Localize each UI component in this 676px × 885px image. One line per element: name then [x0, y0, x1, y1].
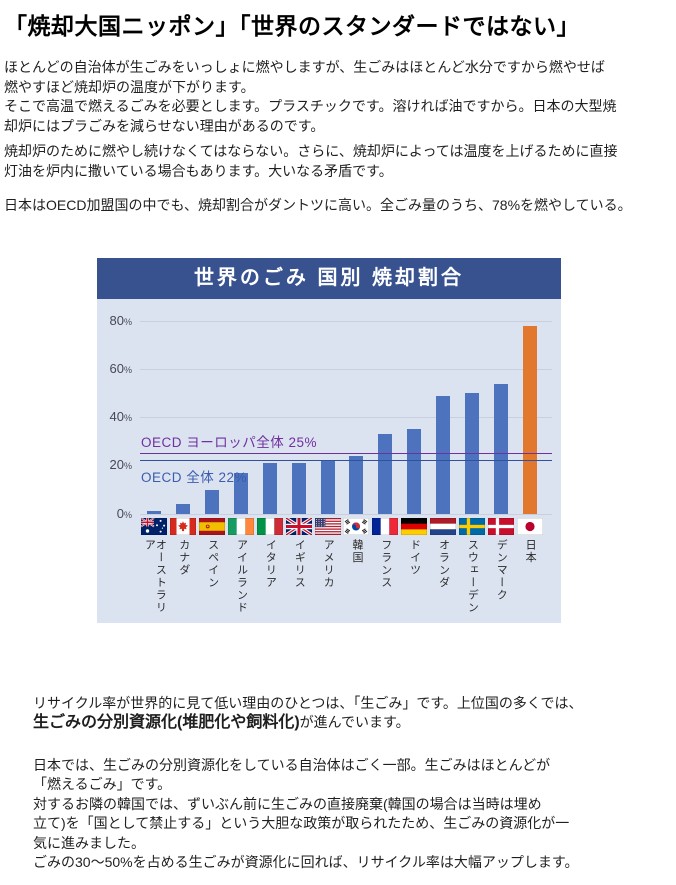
- paragraph-contradiction: 焼却炉のために燃やし続けなくてはならない。さらに、焼却炉によっては温度を上げるた…: [4, 143, 618, 179]
- compost-phrase-rest: が進んでいます。: [299, 714, 410, 730]
- country-label: デンマーク: [495, 538, 508, 602]
- flag-netherlands: [430, 517, 457, 535]
- flag-sweden: [458, 517, 485, 535]
- country-label: フランス: [379, 538, 392, 589]
- bold-compost-phrase: 生ごみの分別資源化(堆肥化や飼料化): [33, 714, 300, 731]
- bar-zone: [378, 299, 393, 514]
- country-column: アイルランド: [227, 299, 256, 621]
- recycle-reason-line: リサイクル率が世界的に見て低い理由のひとつは、「生ごみ」です。上位国の多くでは、: [33, 694, 583, 711]
- bar-columns: オーストラリア カナダ スペイン アイルランド イタリア イギリス アメリカ 韓国 フラン…: [140, 299, 544, 621]
- bar-オーストラリア: [147, 511, 162, 514]
- country-column: フランス: [371, 299, 400, 621]
- country-column: 日本: [515, 299, 544, 621]
- bar-オランダ: [436, 395, 451, 514]
- conclusion-text: リサイクル率が世界的に見て低い理由のひとつは、「生ごみ」です。上位国の多くでは、…: [33, 694, 663, 873]
- country-column: 韓国: [342, 299, 371, 621]
- bar-zone: [349, 299, 364, 514]
- bar-スウェーデン: [464, 393, 479, 514]
- article-page: 「焼却大国ニッポン」「世界のスタンダードではない」 ほとんどの自治体が生ごみをい…: [0, 8, 676, 885]
- y-tick-label: 40%: [109, 409, 132, 425]
- country-label: アイルランド: [235, 538, 248, 614]
- flag-germany: [401, 517, 428, 535]
- bar-zone: [522, 299, 537, 514]
- y-axis-labels: 0% 20% 40% 60% 80%: [97, 299, 135, 521]
- bar-zone: [234, 299, 248, 514]
- country-column: ドイツ: [400, 299, 429, 621]
- bar-zone: [320, 299, 335, 514]
- country-label: 韓国: [350, 538, 363, 564]
- country-column: イタリア: [255, 299, 284, 621]
- country-label: カナダ: [177, 538, 190, 577]
- bar-フランス: [378, 434, 393, 514]
- y-tick-label: 20%: [109, 457, 132, 473]
- country-label: スペイン: [206, 538, 219, 589]
- country-label: 日本: [524, 538, 537, 564]
- country-column: デンマーク: [486, 299, 515, 621]
- y-tick-label: 80%: [109, 312, 132, 328]
- chart-plot-area: 0% 20% 40% 60% 80% オーストラリア カナダ スペイン アイルランド イタリ…: [97, 298, 561, 623]
- country-column: カナダ: [169, 299, 198, 621]
- bar-ドイツ: [407, 429, 422, 514]
- bar-zone: [291, 299, 306, 514]
- paragraph-incineration: ほとんどの自治体が生ごみをいっしょに燃やしますが、生ごみはほとんど水分ですから燃…: [4, 59, 617, 134]
- y-tick-label: 60%: [109, 360, 132, 376]
- bar-zone: [407, 299, 422, 514]
- flag-australia: [140, 517, 168, 535]
- flag-denmark: [487, 517, 514, 535]
- bar-イギリス: [291, 463, 306, 514]
- bar-zone: [205, 299, 220, 514]
- gridline: [140, 368, 552, 370]
- country-column: アメリカ: [313, 299, 342, 621]
- flag-korea: [343, 517, 370, 535]
- country-label: オーストラリア: [143, 538, 167, 614]
- flag-spain: [199, 517, 226, 535]
- flag-ireland: [228, 517, 254, 535]
- country-label: スウェーデン: [466, 538, 479, 614]
- country-column: オーストラリア: [140, 299, 169, 621]
- gridlines: [140, 299, 552, 515]
- country-label: ドイツ: [408, 538, 421, 577]
- bar-zone: [464, 299, 479, 514]
- country-column: オランダ: [429, 299, 458, 621]
- paragraph-oecd-stat: 日本はOECD加盟国の中でも、焼却割合がダントツに高い。全ごみ量のうち、78%を…: [4, 197, 632, 213]
- flag-uk: [284, 516, 313, 537]
- paragraph-recycle-reason: リサイクル率が世界的に見て低い理由のひとつは、「生ごみ」です。上位国の多くでは、…: [33, 694, 663, 733]
- gridline: [140, 513, 552, 515]
- chart-title: 世界のごみ 国別 焼却割合: [97, 257, 561, 299]
- paragraph-recycle-up: ごみの30〜50%を占める生ごみが資源化に回れば、リサイクル率は大幅アップします…: [33, 854, 579, 870]
- flag-france: [372, 517, 399, 535]
- paragraph-korea-policy: 対するお隣の韓国では、ずいぶん前に生ごみの直接廃棄(韓国の場合は当時は埋め 立て…: [33, 795, 570, 851]
- country-column: スウェーデン: [457, 299, 486, 621]
- gridline: [140, 417, 552, 419]
- y-tick-label: 0%: [116, 505, 132, 521]
- bar-zone: [493, 299, 508, 514]
- incineration-rate-chart: 世界のごみ 国別 焼却割合 0% 20% 40% 60% 80% オーストラリア カナダ…: [97, 257, 561, 623]
- bar-イタリア: [262, 463, 277, 514]
- bar-スペイン: [205, 489, 220, 514]
- bar-カナダ: [176, 504, 191, 514]
- page-title: 「焼却大国ニッポン」「世界のスタンダードではない」: [4, 13, 580, 39]
- bar-韓国: [349, 455, 364, 514]
- bar-zone: [176, 299, 191, 514]
- bar-デンマーク: [493, 383, 508, 514]
- bar-アメリカ: [320, 460, 335, 514]
- intro-text: ほとんどの自治体が生ごみをいっしょに燃やしますが、生ごみはほとんど水分ですから燃…: [4, 58, 674, 216]
- flag-canada: [170, 517, 197, 535]
- bar-zone: [262, 299, 277, 514]
- bar-アイルランド: [234, 472, 248, 514]
- country-column: イギリス: [284, 299, 313, 621]
- flag-usa: [314, 517, 341, 535]
- flag-italy: [256, 517, 283, 535]
- bar-zone: [147, 299, 162, 514]
- bar-zone: [436, 299, 451, 514]
- paragraph-japan-food-waste: 日本では、生ごみの分別資源化をしている自治体はごく一部。生ごみはほとんどが 「燃…: [33, 756, 551, 793]
- country-label: オランダ: [437, 538, 450, 589]
- bar-日本: [522, 325, 537, 514]
- flag-japan: [516, 517, 543, 535]
- country-label: アメリカ: [322, 538, 335, 589]
- country-label: イギリス: [293, 538, 306, 589]
- country-label: イタリア: [264, 538, 277, 589]
- country-column: スペイン: [198, 299, 227, 621]
- gridline: [140, 320, 552, 322]
